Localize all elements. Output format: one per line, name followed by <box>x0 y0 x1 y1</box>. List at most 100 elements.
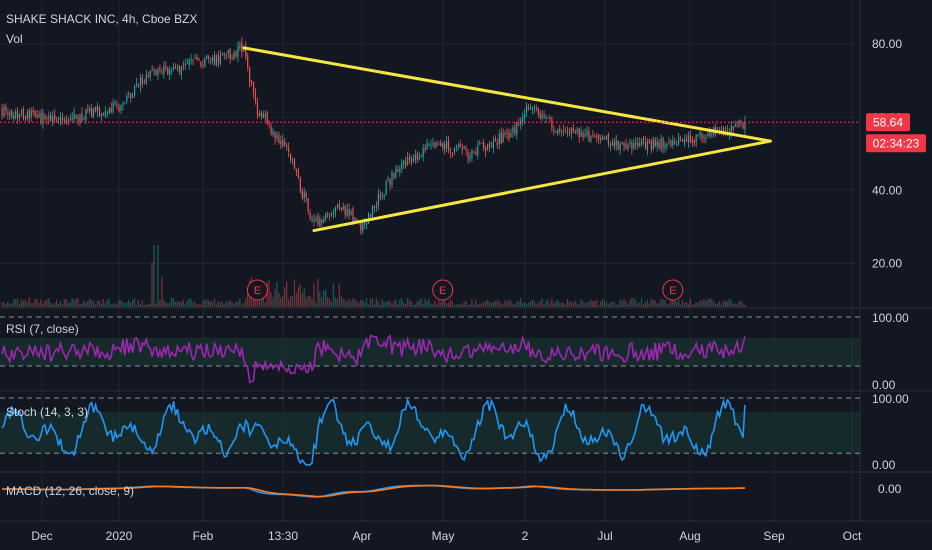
volume-bar <box>711 299 713 307</box>
candle-body <box>471 150 473 159</box>
candle-body <box>568 132 571 133</box>
volume-bar <box>34 299 36 307</box>
volume-bar <box>69 302 71 307</box>
volume-bar <box>473 304 475 307</box>
volume-bar <box>94 304 97 307</box>
candle-body <box>584 133 586 136</box>
volume-bar <box>529 301 532 307</box>
candle-body <box>744 122 746 130</box>
candle-body <box>514 127 516 135</box>
volume-bar <box>311 298 313 307</box>
volume-bar <box>219 302 221 307</box>
volume-bar <box>55 299 58 307</box>
volume-bar <box>81 303 83 307</box>
volume-bar <box>541 298 543 307</box>
volume-bar <box>287 299 290 307</box>
volume-bar <box>297 286 299 307</box>
candle-body <box>155 69 157 76</box>
volume-bar <box>533 300 535 307</box>
candle-body <box>233 52 235 59</box>
volume-bar <box>443 298 446 307</box>
candle-body <box>442 143 444 148</box>
macd-label: MACD (12, 26, close, 9) <box>6 484 135 498</box>
candle-body <box>161 71 163 73</box>
candle-body <box>356 219 358 222</box>
volume-bar <box>52 304 54 307</box>
candle-body <box>26 112 28 120</box>
volume-bar <box>479 303 481 307</box>
candle-body <box>383 195 385 197</box>
candle-body <box>570 127 572 135</box>
candle-body <box>126 96 128 102</box>
volume-bar <box>22 300 25 307</box>
volume-bar <box>221 300 223 307</box>
trendlines[interactable] <box>242 46 772 233</box>
volume-bar <box>399 299 401 307</box>
candle-body <box>707 132 709 136</box>
volume-bar <box>590 299 592 307</box>
candle-body <box>323 219 325 222</box>
candle-body <box>239 43 241 49</box>
volume-bar <box>475 299 477 307</box>
volume-bar <box>664 299 666 307</box>
volume-bar <box>500 303 502 307</box>
candle-body <box>430 144 432 146</box>
volume-bar <box>531 299 533 307</box>
volume-bar <box>707 299 709 307</box>
volume-bar <box>291 295 294 307</box>
volume-bar <box>223 304 225 307</box>
candle-body <box>34 110 36 117</box>
volume-bar <box>469 304 471 307</box>
candle-body <box>114 102 116 104</box>
volume-bar <box>377 301 379 307</box>
volume-bar <box>553 303 555 307</box>
volume-bar <box>627 304 629 307</box>
volume-bar <box>598 304 600 307</box>
volume-bar <box>172 298 175 307</box>
candle-body <box>327 212 329 214</box>
volume-bar <box>161 277 163 307</box>
candle-body <box>165 66 167 68</box>
candle-body <box>11 110 13 117</box>
candle-body <box>412 159 415 162</box>
volume-bar <box>243 303 245 307</box>
candle-body <box>202 64 204 66</box>
candle-body <box>564 130 567 132</box>
candle-body <box>401 163 403 170</box>
candle-body <box>65 119 67 121</box>
candle-body <box>541 113 543 119</box>
volume-bar <box>247 291 249 307</box>
candle-body <box>223 53 225 55</box>
candle-body <box>405 160 407 167</box>
candle-body <box>662 137 664 149</box>
volume-bar <box>323 290 325 307</box>
volume-bar <box>192 302 194 307</box>
volume-bar <box>40 298 42 307</box>
candle-body <box>461 148 463 151</box>
volume-bar <box>621 300 623 307</box>
candle-body <box>680 137 682 139</box>
candle-body <box>69 119 71 121</box>
volume-bar <box>697 302 699 307</box>
time-axis-tick-label: Feb <box>193 529 214 543</box>
volume-bar <box>280 297 282 307</box>
candle-body <box>1 108 3 116</box>
candle-body <box>139 77 142 87</box>
candle-body <box>574 132 576 133</box>
candle-body <box>149 70 151 78</box>
time-axis-tick-label: 2020 <box>106 529 133 543</box>
volume-bar <box>508 300 510 307</box>
volume-bar <box>149 303 151 307</box>
candle-body <box>598 134 600 140</box>
volume-bar <box>170 298 173 307</box>
volume-bar <box>683 302 686 307</box>
candle-body <box>364 222 366 225</box>
candle-body <box>385 181 387 194</box>
candle-body <box>621 141 623 144</box>
candle-body <box>270 126 272 134</box>
volume-bar <box>96 300 99 307</box>
candle-body <box>408 157 411 160</box>
candle-body <box>329 213 331 215</box>
